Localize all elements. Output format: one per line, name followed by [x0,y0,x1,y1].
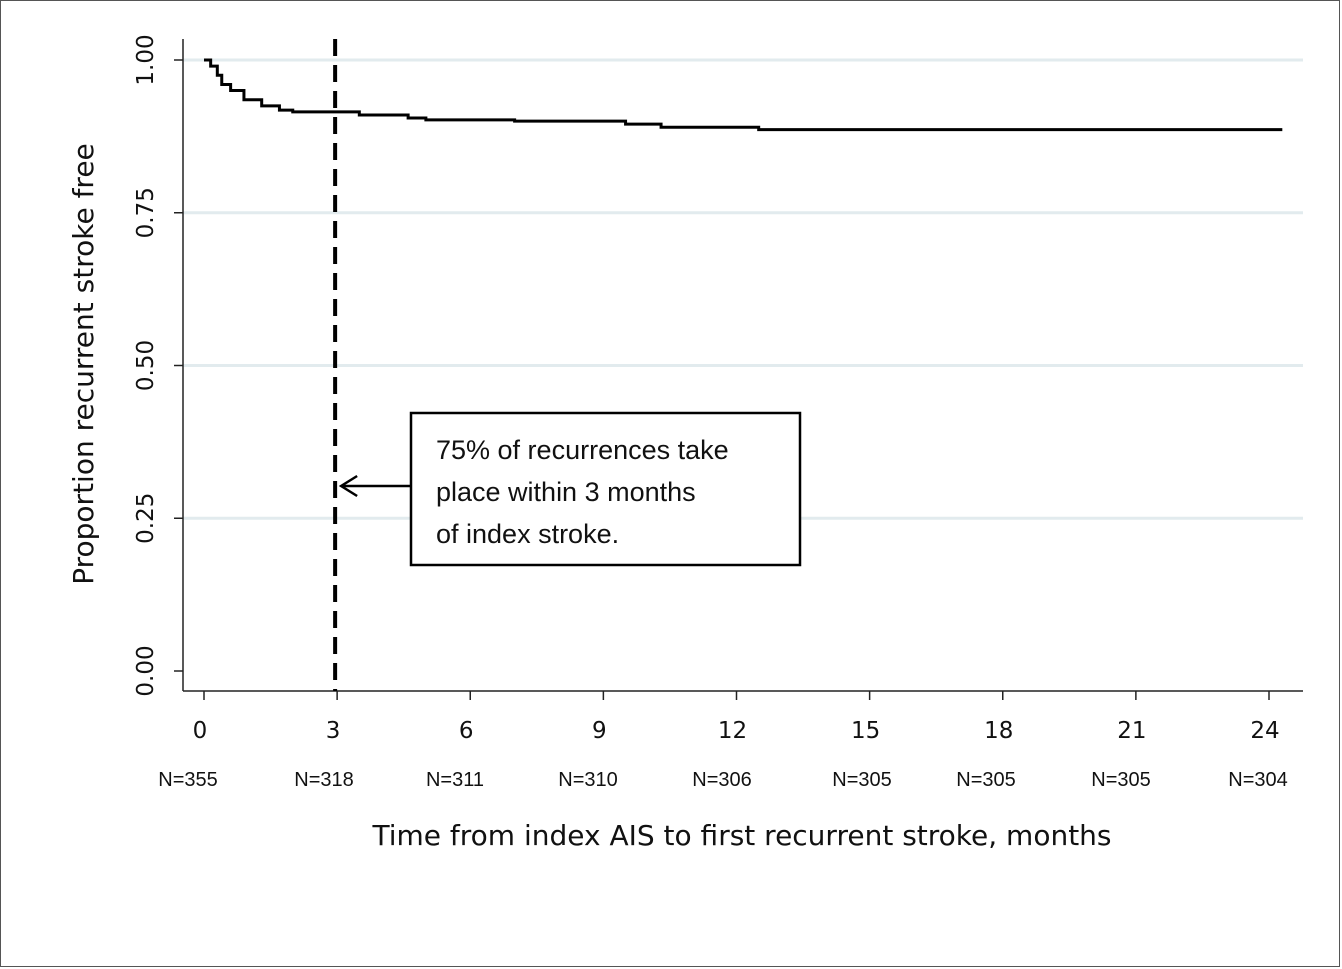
y-axis-label: Proportion recurrent stroke free [67,143,100,585]
risk-count-5: N=305 [832,769,892,791]
x-tick-label-5: 15 [851,718,880,744]
annotation-text-line-1: place within 3 months [436,477,696,507]
risk-count-3: N=310 [558,769,618,791]
y-tick-label-0: 0.00 [133,645,159,696]
risk-count-6: N=305 [956,769,1016,791]
survival-curve-line [204,58,1283,132]
x-tick-label-7: 21 [1117,718,1146,744]
series-layer [204,58,1283,132]
y-tick-label-4: 1.00 [133,34,159,85]
y-tick-label-3: 0.75 [133,187,159,238]
x-tick-label-8: 24 [1250,718,1279,744]
risk-count-7: N=305 [1091,769,1151,791]
annotation-text-line-0: 75% of recurrences take [436,435,729,465]
y-tick-label-1: 0.25 [133,493,159,544]
risk-count-1: N=318 [294,769,354,791]
annotation-box [409,411,802,567]
x-tick-label-2: 6 [459,718,474,744]
number-at-risk-row: N=355 N=318 N=311 N=310 N=306 N=305 N=305 N=305… [158,769,1288,791]
annotation-text-line-2: of index stroke. [436,519,619,549]
x-tick-label-1: 3 [326,718,341,744]
annotation-arrow-head [338,474,358,498]
x-tick-label-4: 12 [718,718,747,744]
x-tick-label-6: 18 [984,718,1013,744]
x-axis-label: Time from index AIS to first recurrent s… [371,819,1111,852]
risk-count-2: N=311 [426,769,484,791]
risk-count-4: N=306 [692,769,752,791]
y-ticks: 0.00 0.25 0.50 0.75 1.00 [133,34,183,697]
risk-count-0: N=355 [158,769,218,791]
annotation-layer: 75% of recurrences take place within 3 mo… [338,411,802,567]
x-ticks: 0 3 6 9 12 15 18 21 24 [193,691,1280,744]
x-tick-label-0: 0 [193,718,208,744]
y-tick-label-2: 0.50 [133,340,159,391]
x-tick-label-3: 9 [592,718,607,744]
risk-count-8: N=304 [1228,769,1288,791]
